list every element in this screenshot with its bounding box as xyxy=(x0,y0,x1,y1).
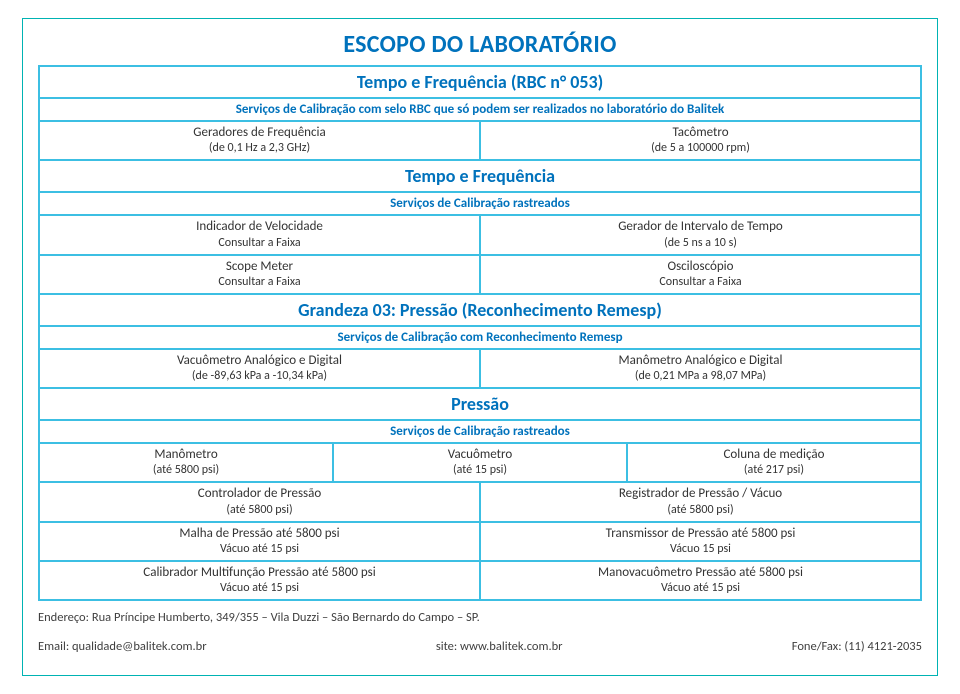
pressao-r1c1: Manômetro (até 5800 psi) xyxy=(39,443,333,482)
section3-left-cell: Vacuômetro Analógico e Digital (de -89,6… xyxy=(39,349,480,388)
section1-subheader: Serviços de Calibração com selo RBC que … xyxy=(39,98,921,121)
pressao-r1c2: Vacuômetro (até 15 psi) xyxy=(333,443,627,482)
cell-line1: Calibrador Multifunção Pressão até 5800 … xyxy=(46,565,473,581)
cell-line1: Controlador de Pressão xyxy=(46,486,473,502)
cell-line2: (de 0,1 Hz a 2,3 GHz) xyxy=(46,141,473,156)
cell-line1: Indicador de Velocidade xyxy=(46,219,473,235)
cell-line2: Vácuo até 15 psi xyxy=(46,542,473,557)
section4-subheader: Serviços de Calibração rastreados xyxy=(39,420,921,443)
cell-line1: Scope Meter xyxy=(46,259,473,275)
cell-line2: Vácuo até 15 psi xyxy=(487,581,914,596)
cell-line2: (até 5800 psi) xyxy=(487,503,914,518)
pressao-r1c3: Coluna de medição (até 217 psi) xyxy=(627,443,921,482)
pressao-r4c2: Manovacuômetro Pressão até 5800 psi Vácu… xyxy=(480,561,921,600)
section3-header: Grandeza 03: Pressão (Reconhecimento Rem… xyxy=(39,294,921,326)
cell-line1: Osciloscópio xyxy=(487,259,914,275)
pressao-r3c2: Transmissor de Pressão até 5800 psi Vácu… xyxy=(480,522,921,561)
cell-line2: (até 217 psi) xyxy=(634,463,914,478)
cell-line1: Transmissor de Pressão até 5800 psi xyxy=(487,526,914,542)
section1-left-cell: Geradores de Frequência (de 0,1 Hz a 2,3… xyxy=(39,121,480,160)
pressao-r3c1: Malha de Pressão até 5800 psi Vácuo até … xyxy=(39,522,480,561)
cell-line2: Vácuo 15 psi xyxy=(487,542,914,557)
footer-site: site: www.balitek.com.br xyxy=(436,639,563,654)
section-tempo: Tempo e Frequência Serviços de Calibraçã… xyxy=(38,159,922,295)
section-tempo-rbc: Tempo e Frequência (RBC n° 053) Serviços… xyxy=(38,65,922,161)
section2-header: Tempo e Frequência xyxy=(39,160,921,192)
cell-line2: (de 0,21 MPa a 98,07 MPa) xyxy=(487,369,914,384)
cell-line1: Malha de Pressão até 5800 psi xyxy=(46,526,473,542)
section3-right-cell: Manômetro Analógico e Digital (de 0,21 M… xyxy=(480,349,921,388)
section2-r2-right: Osciloscópio Consultar a Faixa xyxy=(480,255,921,294)
cell-line1: Manômetro Analógico e Digital xyxy=(487,353,914,369)
section2-r1-left: Indicador de Velocidade Consultar a Faix… xyxy=(39,215,480,254)
pressao-r2c1: Controlador de Pressão (até 5800 psi) xyxy=(39,482,480,521)
footer-phone: Fone/Fax: (11) 4121-2035 xyxy=(792,639,922,654)
pressao-r4c1: Calibrador Multifunção Pressão até 5800 … xyxy=(39,561,480,600)
cell-line1: Geradores de Frequência xyxy=(46,125,473,141)
section2-r1-right: Gerador de Intervalo de Tempo (de 5 ns a… xyxy=(480,215,921,254)
footer-address: Endereço: Rua Príncipe Humberto, 349/355… xyxy=(38,610,922,625)
cell-line2: Consultar a Faixa xyxy=(46,236,473,251)
section-pressao: Pressão Serviços de Calibração rastreado… xyxy=(38,387,922,483)
section1-right-cell: Tacômetro (de 5 a 100000 rpm) xyxy=(480,121,921,160)
section1-header: Tempo e Frequência (RBC n° 053) xyxy=(39,66,921,98)
cell-line1: Vacuômetro xyxy=(340,447,620,463)
cell-line2: (de 5 ns a 10 s) xyxy=(487,236,914,251)
pressao-r2c2: Registrador de Pressão / Vácuo (até 5800… xyxy=(480,482,921,521)
cell-line2: (até 15 psi) xyxy=(340,463,620,478)
footer-email: Email: qualidade@balitek.com.br xyxy=(38,639,207,654)
footer: Endereço: Rua Príncipe Humberto, 349/355… xyxy=(38,610,922,654)
cell-line1: Manovacuômetro Pressão até 5800 psi xyxy=(487,565,914,581)
page-title: ESCOPO DO LABORATÓRIO xyxy=(38,30,922,59)
cell-line1: Manômetro xyxy=(46,447,326,463)
section3-subheader: Serviços de Calibração com Reconheciment… xyxy=(39,326,921,349)
cell-line2: (de 5 a 100000 rpm) xyxy=(487,141,914,156)
cell-line2: (até 5800 psi) xyxy=(46,463,326,478)
section-pressao-wide: Controlador de Pressão (até 5800 psi) Re… xyxy=(38,481,922,601)
cell-line1: Registrador de Pressão / Vácuo xyxy=(487,486,914,502)
cell-line2: Vácuo até 15 psi xyxy=(46,581,473,596)
section2-r2-left: Scope Meter Consultar a Faixa xyxy=(39,255,480,294)
cell-line2: (de -89,63 kPa a -10,34 kPa) xyxy=(46,369,473,384)
cell-line2: Consultar a Faixa xyxy=(487,275,914,290)
section-grandeza03: Grandeza 03: Pressão (Reconhecimento Rem… xyxy=(38,293,922,389)
cell-line1: Tacômetro xyxy=(487,125,914,141)
section2-subheader: Serviços de Calibração rastreados xyxy=(39,192,921,215)
cell-line2: (até 5800 psi) xyxy=(46,503,473,518)
cell-line1: Vacuômetro Analógico e Digital xyxy=(46,353,473,369)
section4-header: Pressão xyxy=(39,388,921,420)
cell-line1: Coluna de medição xyxy=(634,447,914,463)
cell-line2: Consultar a Faixa xyxy=(46,275,473,290)
cell-line1: Gerador de Intervalo de Tempo xyxy=(487,219,914,235)
content-area: ESCOPO DO LABORATÓRIO Tempo e Frequência… xyxy=(38,30,922,601)
